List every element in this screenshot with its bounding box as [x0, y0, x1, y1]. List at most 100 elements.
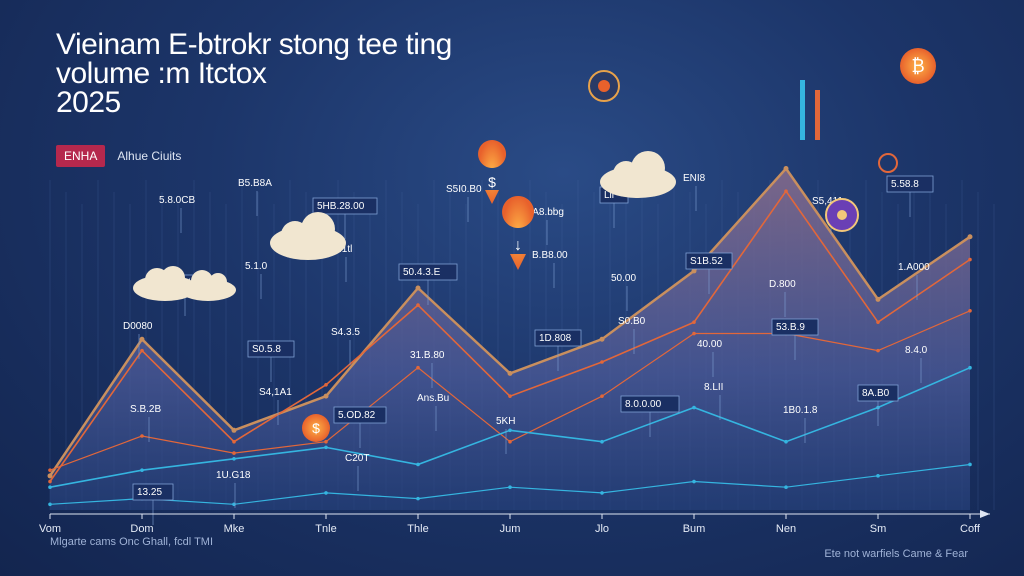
cloud-icon [180, 270, 236, 301]
data-point [600, 360, 604, 364]
annotation-text: S0.B0 [618, 316, 646, 327]
data-point [600, 439, 604, 444]
annotation-text: 8.0.0.00 [625, 399, 662, 410]
data-point [415, 285, 421, 291]
annotation-text: B.B8.00 [532, 250, 568, 261]
data-point [508, 394, 512, 398]
annotation-label: S4,1A1 [259, 387, 292, 425]
data-point [600, 394, 604, 398]
chart-title: Vieinam E-btrokr stong tee ting volume :… [56, 30, 452, 118]
data-point [507, 370, 513, 376]
annotation-label: B.B8.00 [532, 250, 568, 288]
data-point [140, 468, 144, 472]
data-point [968, 308, 972, 313]
annotation-text: 5HB.28.00 [317, 201, 365, 212]
data-point [324, 439, 328, 444]
svg-text:↓: ↓ [514, 237, 522, 254]
data-point [968, 257, 972, 262]
data-point [692, 331, 696, 336]
annotation-label: 1.A000 [898, 262, 930, 300]
annotation-text: B5.B8A [238, 178, 272, 189]
annotation-label: 40.00 [697, 339, 722, 377]
annotation-text: 1U.G18 [216, 470, 251, 481]
annotation-label: 5.1.0 [245, 261, 268, 299]
annotation-text: 1B0.1.8 [783, 405, 818, 416]
data-point [416, 462, 420, 467]
annotation-label: 53.B.9 [771, 318, 819, 360]
data-point [416, 496, 420, 501]
annotation-label: 50.00 [611, 273, 636, 311]
data-point [324, 491, 328, 495]
data-point [140, 434, 144, 438]
annotation-label: B5.B8A [238, 178, 272, 216]
data-point [968, 462, 972, 467]
annotation-label: 13.25 [132, 483, 174, 525]
footer-note-right: Ete not warfiels Came & Fear [824, 548, 968, 560]
coin-icon [588, 70, 620, 102]
dollar-pin-icon: $ [302, 414, 330, 442]
cloud-icon [270, 212, 346, 260]
annotation-label: 8.0.0.00 [620, 395, 680, 437]
annotation-label: 8A.B0 [857, 384, 899, 426]
annotation-label: C20T [345, 453, 369, 491]
annotation-text: S0.5.8 [252, 344, 281, 355]
data-point [967, 234, 973, 240]
annotation-text: 13.25 [137, 487, 162, 498]
data-point [692, 479, 696, 484]
annotation-text: S4,1A1 [259, 387, 292, 398]
annotation-label: 1B0.1.8 [783, 405, 818, 443]
annotation-text: D0080 [123, 321, 153, 332]
annotation-label: 5.58.8 [886, 175, 934, 217]
annotation-text: S4.3.5 [331, 327, 360, 338]
x-tick-label: Dom [130, 523, 153, 535]
data-point [231, 427, 237, 433]
annotation-text: 8.4.0 [905, 345, 928, 356]
x-tick-label: Thle [407, 523, 428, 535]
data-point [324, 445, 328, 450]
annotation-label: D0080 [123, 321, 153, 359]
x-tick-label: Jum [500, 523, 521, 535]
data-point [876, 320, 880, 324]
bitcoin-icon: ₿ [900, 48, 936, 84]
data-point [48, 479, 52, 484]
annotation-text: 50.4.3.E [403, 267, 441, 278]
annotation-label: 5HB.28.00 [312, 197, 378, 239]
data-point [599, 336, 605, 342]
data-point [692, 320, 696, 324]
annotation-text: ENI8 [683, 173, 706, 184]
annotation-label: 5.8.0CB [159, 195, 195, 233]
data-point [47, 473, 53, 479]
x-axis: Vom Dom Mke Tnle Thle Jum Jlo Bum Nen Sm Coff [39, 510, 990, 535]
annotation-text: 5KH [496, 416, 515, 427]
sun-icon [825, 198, 859, 232]
annotation-label: 1D.808 [534, 329, 582, 371]
annotation-label: 8.LII [704, 382, 723, 420]
data-point [48, 485, 52, 490]
annotation-text: S1B.52 [690, 256, 723, 267]
data-point [232, 456, 236, 461]
badge-pill: ENHA [56, 145, 106, 167]
mini-bar-icon [800, 80, 820, 140]
annotation-text: S5I0.B0 [446, 184, 482, 195]
annotation-label: Ans.Bu [417, 393, 449, 431]
footer-note-left: Mlgarte cams Onc Ghall, fcdl TMI [50, 536, 214, 548]
annotation-text: RA8.bbg [525, 207, 564, 218]
data-point [783, 165, 789, 171]
annotation-label: ENI8 [683, 173, 706, 211]
annotation-text: Ans.Bu [417, 393, 449, 404]
svg-text:$: $ [488, 174, 496, 190]
x-tick-label: Jlo [595, 523, 609, 535]
annotation-text: Lii [604, 190, 614, 201]
annotation-label: 31.B.80 [410, 350, 445, 388]
x-tick-label: Mke [224, 523, 245, 535]
data-point [875, 296, 881, 302]
x-tick-label: Bum [683, 523, 706, 535]
title-line-2: volume :m Itctox [56, 57, 267, 90]
dollar-pin-icon: $ [478, 140, 507, 204]
data-point [48, 502, 52, 507]
annotation-text: 1.A000 [898, 262, 930, 273]
legend-badge: ENHA Alhue Ciuits [56, 145, 181, 167]
annotation-label: S1B.52 [685, 252, 733, 294]
annotation-text: 8.LII [704, 382, 723, 393]
